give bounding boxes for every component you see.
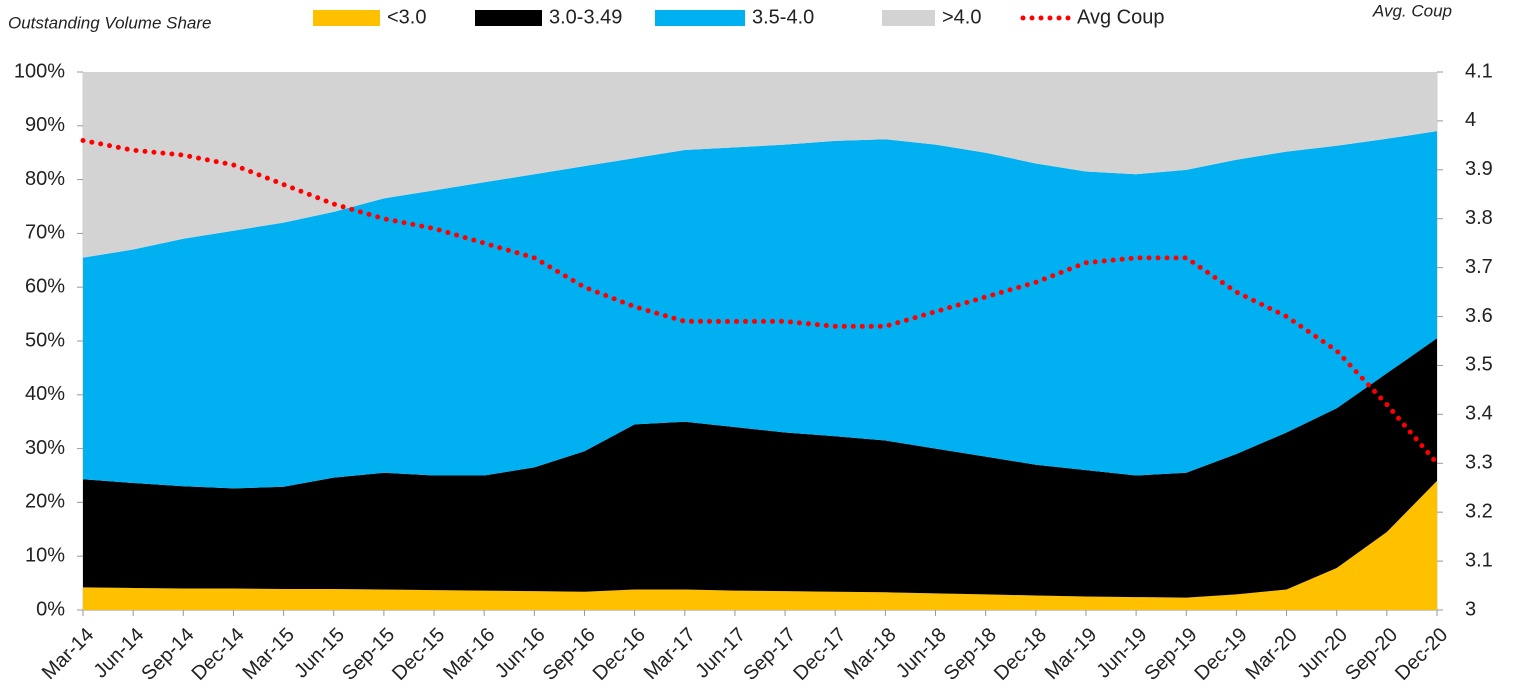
x-tick-label: Mar-19 bbox=[1041, 624, 1101, 684]
x-tick-label: Jun-18 bbox=[892, 624, 951, 683]
x-tick-label: Dec-19 bbox=[1191, 624, 1252, 685]
y-tick-label: 10% bbox=[25, 544, 65, 566]
x-tick-label: Mar-15 bbox=[239, 624, 299, 684]
x-tick-label: Dec-20 bbox=[1391, 624, 1452, 685]
legend-label: 3.5-4.0 bbox=[752, 6, 814, 28]
legend-label: Avg Coup bbox=[1077, 6, 1164, 28]
legend-label: >4.0 bbox=[942, 6, 981, 28]
y2-tick-label: 3.9 bbox=[1465, 158, 1493, 180]
x-tick-label: Jun-16 bbox=[491, 624, 550, 683]
x-tick-label: Sep-16 bbox=[539, 624, 600, 685]
x-tick-label: Dec-16 bbox=[589, 624, 650, 685]
x-tick-label: Jun-17 bbox=[691, 624, 750, 683]
x-tick-label: Mar-14 bbox=[38, 624, 98, 684]
x-tick-label: Mar-18 bbox=[840, 624, 900, 684]
area bbox=[83, 338, 1437, 598]
y-tick-label: 100% bbox=[14, 60, 65, 82]
x-tick-label: Dec-15 bbox=[388, 624, 449, 685]
y2-tick-label: 3.6 bbox=[1465, 305, 1493, 327]
area bbox=[83, 72, 1437, 258]
x-tick-label: Dec-18 bbox=[990, 624, 1051, 685]
x-tick-label: Sep-19 bbox=[1140, 624, 1201, 685]
x-tick-label: Sep-18 bbox=[940, 624, 1001, 685]
y2-tick-label: 3.7 bbox=[1465, 256, 1493, 278]
x-tick-label: Mar-20 bbox=[1241, 624, 1301, 684]
y-tick-label: 20% bbox=[25, 491, 65, 513]
x-tick-label: Dec-14 bbox=[188, 624, 249, 685]
y2-tick-label: 3.1 bbox=[1465, 549, 1493, 571]
x-tick-label: Dec-17 bbox=[789, 624, 850, 685]
line bbox=[80, 137, 1440, 466]
y2-tick-label: 3.4 bbox=[1465, 403, 1493, 425]
x-tick-label: Jun-19 bbox=[1093, 624, 1152, 683]
legend-swatch bbox=[655, 10, 745, 26]
y2-tick-label: 3.8 bbox=[1465, 207, 1493, 229]
y2-tick-label: 4.1 bbox=[1465, 60, 1493, 82]
y-tick-label: 0% bbox=[36, 598, 65, 620]
x-tick-label: Sep-15 bbox=[338, 624, 399, 685]
x-tick-label: Sep-17 bbox=[739, 624, 800, 685]
y-tick-label: 80% bbox=[25, 168, 65, 190]
y-tick-label: 70% bbox=[25, 222, 65, 244]
y-tick-label: 60% bbox=[25, 275, 65, 297]
x-tick-label: Jun-14 bbox=[90, 624, 149, 683]
x-tick-label: Jun-15 bbox=[290, 624, 349, 683]
y-axis-label: Outstanding Volume Share bbox=[8, 13, 212, 32]
y2-tick-label: 3.3 bbox=[1465, 452, 1493, 474]
x-tick-label: Jun-20 bbox=[1293, 624, 1352, 683]
y2-axis-label: Avg. Coup bbox=[1372, 1, 1452, 20]
x-tick-label: Sep-20 bbox=[1341, 624, 1402, 685]
y2-tick-label: 4 bbox=[1465, 109, 1476, 131]
y-tick-label: 90% bbox=[25, 114, 65, 136]
legend-swatch bbox=[882, 10, 935, 26]
x-tick-label: Mar-17 bbox=[640, 624, 700, 684]
x-tick-label: Mar-16 bbox=[439, 624, 499, 684]
y-tick-label: 40% bbox=[25, 383, 65, 405]
legend-label: 3.0-3.49 bbox=[549, 6, 622, 28]
x-tick-label: Sep-14 bbox=[137, 624, 198, 685]
legend-label: <3.0 bbox=[387, 6, 426, 28]
y-tick-label: 50% bbox=[25, 329, 65, 351]
y-tick-label: 30% bbox=[25, 437, 65, 459]
y2-tick-label: 3 bbox=[1465, 598, 1476, 620]
legend-swatch bbox=[313, 10, 380, 26]
y2-tick-label: 3.5 bbox=[1465, 354, 1493, 376]
area bbox=[83, 480, 1437, 610]
y2-tick-label: 3.2 bbox=[1465, 500, 1493, 522]
legend-swatch bbox=[475, 10, 542, 26]
area bbox=[83, 131, 1437, 489]
